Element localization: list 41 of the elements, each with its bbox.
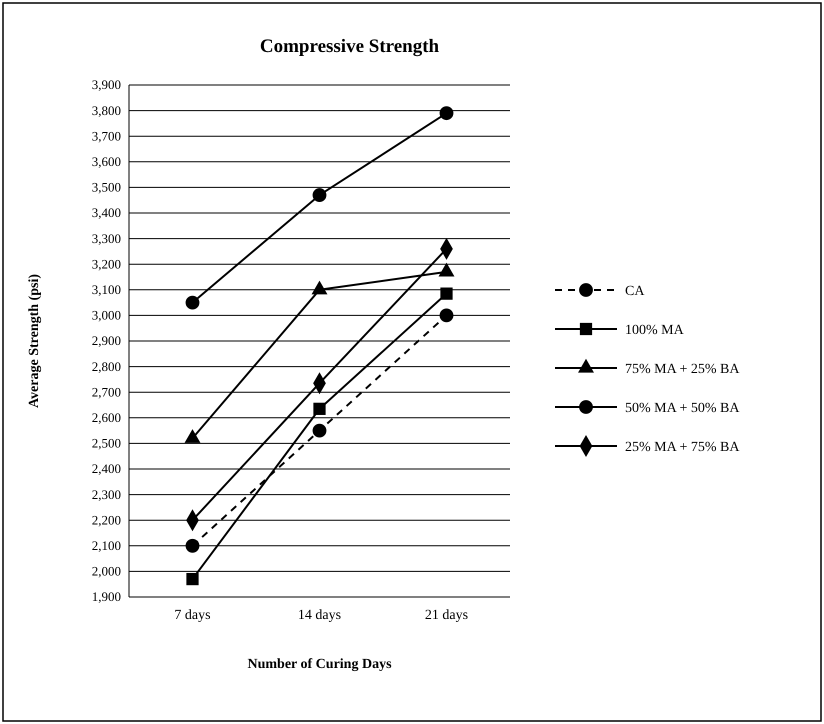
- y-tick-label: 2,200: [92, 512, 121, 528]
- y-tick-label: 3,400: [92, 205, 121, 220]
- x-tick-label: 21 days: [424, 608, 468, 623]
- y-tick-label: 3,200: [92, 256, 121, 272]
- point: [440, 288, 453, 300]
- y-tick-label: 3,300: [92, 230, 121, 246]
- y-tick-label: 2,800: [92, 358, 121, 374]
- point: [186, 296, 200, 310]
- y-tick-label: 3,800: [92, 102, 121, 118]
- y-tick-label: 2,700: [92, 384, 121, 400]
- point: [313, 402, 326, 415]
- legend-label: 100% MA: [625, 323, 685, 338]
- y-tick-label: 3,100: [92, 282, 121, 297]
- legend-label: CA: [625, 284, 646, 299]
- y-tick-label: 2,300: [92, 486, 121, 502]
- chart-title: Compressive Strength: [260, 36, 440, 57]
- y-tick-label: 3,500: [92, 180, 121, 195]
- x-tick-label: 14 days: [298, 608, 342, 623]
- y-tick-label: 2,600: [92, 410, 121, 425]
- legend-label: 75% MA + 25% BA: [625, 362, 740, 377]
- legend-label: 25% MA + 75% BA: [625, 440, 740, 455]
- point: [312, 424, 326, 438]
- y-tick-label: 2,900: [92, 333, 121, 348]
- x-axis-title: Number of Curing Days: [247, 657, 392, 672]
- point: [186, 572, 199, 586]
- y-tick-label: 2,000: [92, 564, 121, 579]
- point: [312, 188, 326, 202]
- legend-label: 50% MA + 50% BA: [625, 401, 740, 416]
- point: [440, 106, 454, 120]
- y-tick-label: 1,900: [92, 589, 121, 604]
- point: [440, 308, 454, 322]
- x-tick-label: 7 days: [174, 608, 211, 623]
- y-tick-label: 3,000: [92, 308, 121, 323]
- y-tick-label: 3,900: [92, 77, 121, 92]
- y-tick-label: 2,100: [92, 538, 121, 553]
- y-tick-label: 3,700: [92, 128, 121, 144]
- point: [186, 538, 200, 553]
- y-axis-title: Average Strength (psi): [27, 274, 42, 408]
- y-tick-label: 2,400: [92, 461, 121, 476]
- y-tick-label: 2,500: [92, 436, 121, 451]
- y-tick-label: 3,600: [92, 154, 121, 169]
